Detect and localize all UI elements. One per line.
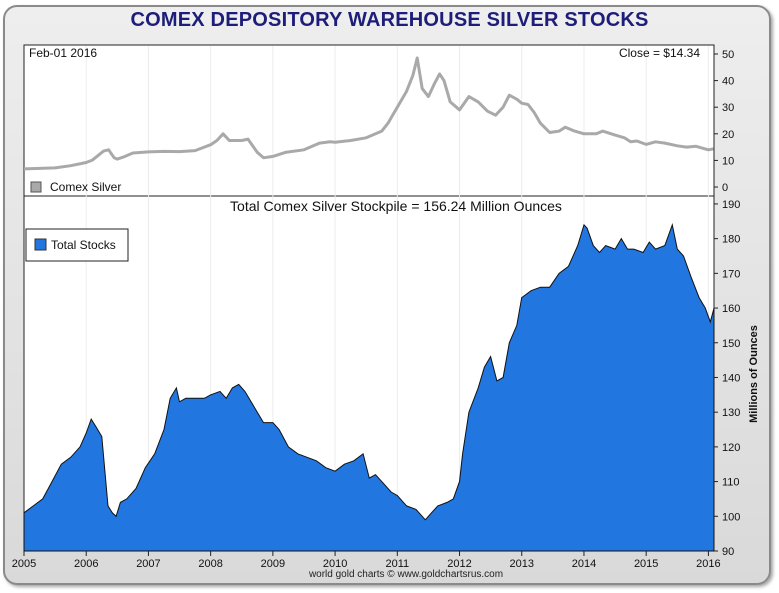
top-y-axis-ticks: 0 10 20 30 40 50 [714,49,734,194]
top-y-tick-label: 0 [722,182,728,194]
bottom-y-tick-label: 140 [722,372,740,384]
comex-silver-line [23,56,714,171]
x-tick-label: 2010 [323,558,347,570]
x-tick-label: 2015 [634,558,658,570]
bottom-y-tick-label: 120 [722,442,740,454]
bottom-y-tick-label: 160 [722,303,740,315]
x-tick-label: 2011 [385,558,409,570]
total-stocks-legend-label: Total Stocks [51,238,116,252]
bottom-y-axis-ticks: 90 100 110 120 130 140 150 160 170 180 190 [714,199,740,558]
x-tick-label: 2014 [572,558,596,570]
x-tick-label: 2012 [447,558,471,570]
bottom-y-tick-label: 110 [722,477,740,489]
bottom-panel-title: Total Comex Silver Stockpile = 156.24 Mi… [230,198,562,214]
top-y-tick-label: 30 [722,102,734,114]
top-close-label: Close = $14.34 [619,46,700,60]
comex-silver-legend-swatch [30,181,42,193]
bottom-y-tick-label: 180 [722,234,740,246]
total-stocks-area [23,222,715,552]
comex-silver-legend-label: Comex Silver [50,180,121,194]
x-axis-ticks: 2005 2006 2007 2008 2009 2010 2011 2012 2013 2014… [12,551,721,570]
top-y-tick-label: 40 [722,76,734,88]
top-y-tick-label: 20 [722,129,734,141]
x-tick-label: 2008 [198,558,222,570]
top-y-tick-label: 50 [722,49,734,61]
bottom-y-tick-label: 190 [722,199,740,211]
x-tick-label: 2005 [12,558,36,570]
x-tick-label: 2007 [136,558,160,570]
bottom-y-tick-label: 150 [722,338,740,350]
x-tick-label: 2006 [74,558,98,570]
top-date-label: Feb-01 2016 [29,46,97,60]
bottom-y-tick-label: 100 [722,511,740,523]
x-tick-label: 2016 [696,558,720,570]
chart-credit: world gold charts © www.goldchartsrus.co… [308,569,504,580]
top-y-tick-label: 10 [722,155,734,167]
total-stocks-legend-swatch [34,238,47,251]
x-tick-label: 2013 [510,558,534,570]
chart-title: COMEX DEPOSITORY WAREHOUSE SILVER STOCKS [130,9,649,31]
bottom-y-tick-label: 170 [722,268,740,280]
y-axis-label: Millions of Ounces [748,325,760,423]
x-tick-label: 2009 [261,558,285,570]
bottom-y-tick-label: 90 [722,546,734,558]
bottom-y-tick-label: 130 [722,407,740,419]
